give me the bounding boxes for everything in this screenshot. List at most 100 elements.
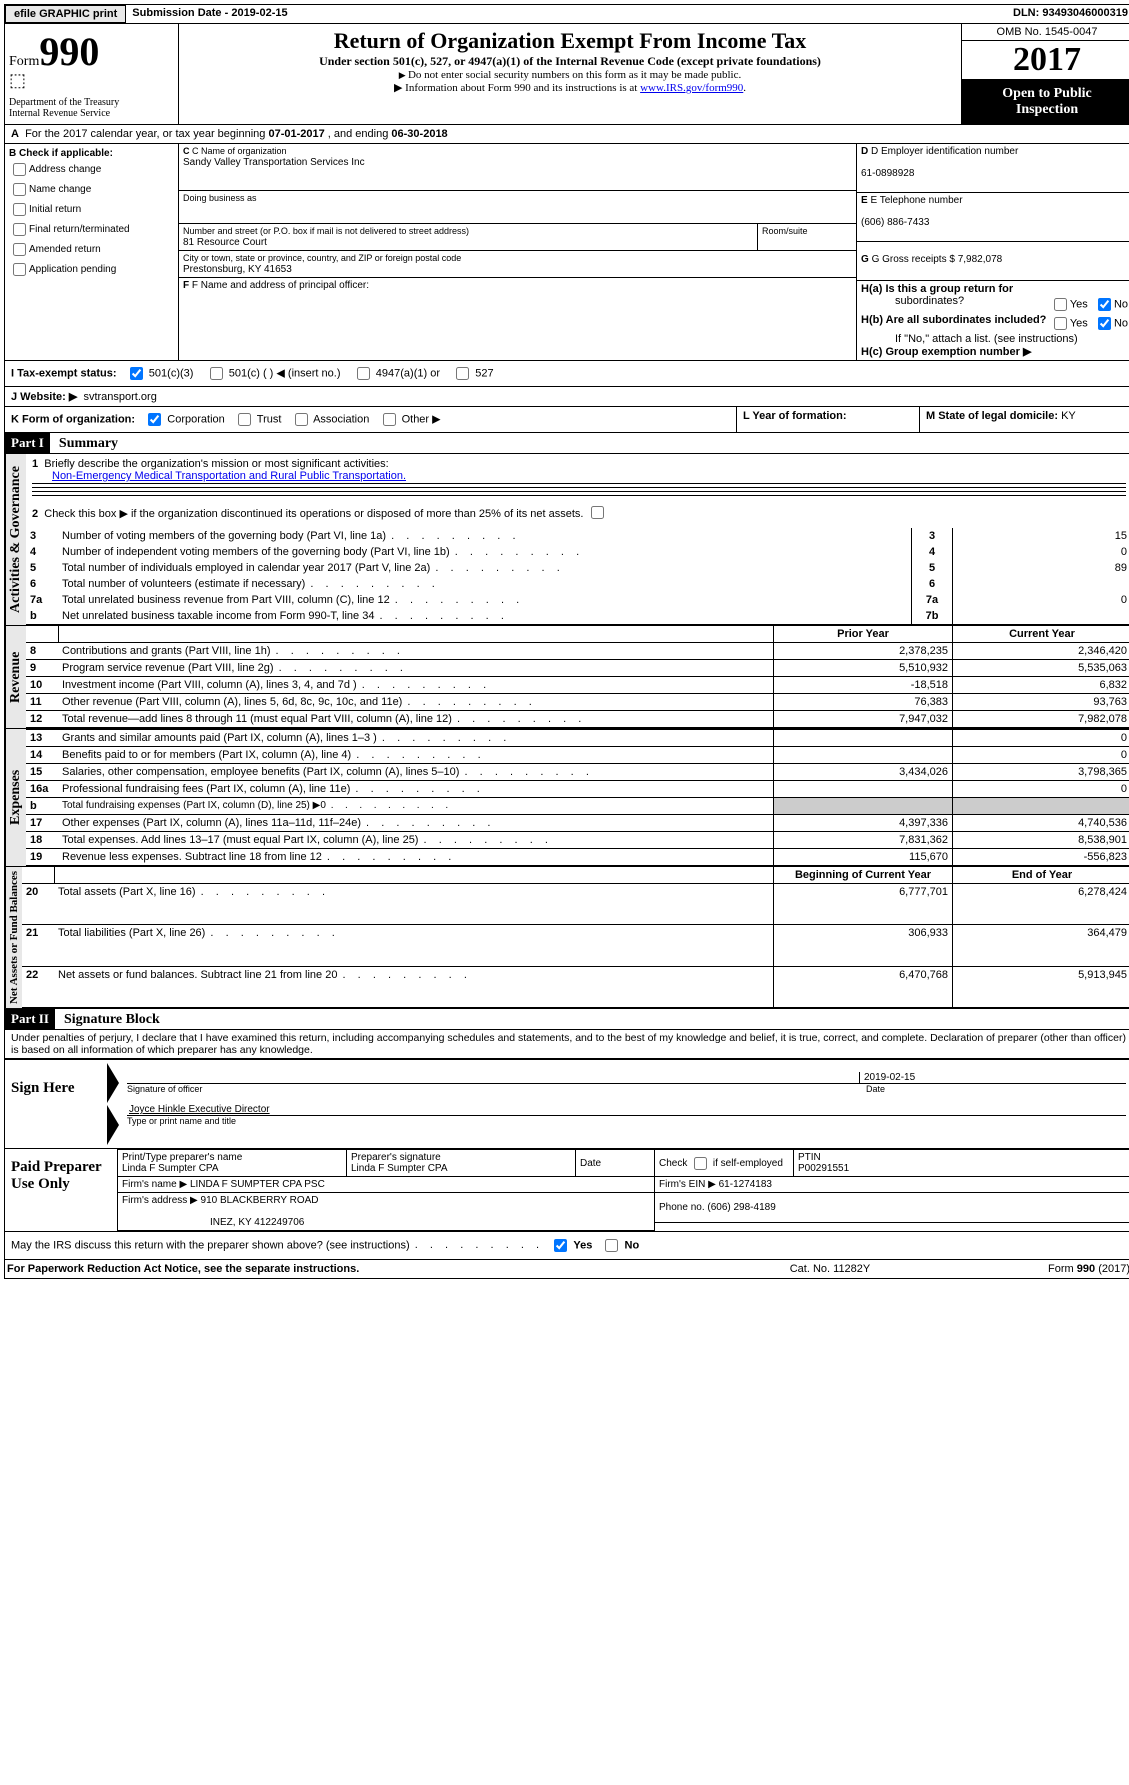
paid-preparer-label: Paid Preparer Use Only <box>5 1149 117 1231</box>
rev-row-11: 11 Other revenue (Part VIII, column (A),… <box>26 694 1129 711</box>
side-expenses: Expenses <box>5 729 26 866</box>
status-501c3[interactable] <box>130 367 143 380</box>
gov-row-4: 4 Number of independent voting members o… <box>26 544 1129 560</box>
org-corporation[interactable] <box>148 413 161 426</box>
net-row-21: 21 Total liabilities (Part X, line 26) 3… <box>22 925 1129 966</box>
officer-signature-line[interactable]: 2019-02-15 <box>127 1062 1126 1084</box>
gross-receipts-box: G G Gross receipts $ 7,982,078 <box>857 242 1129 281</box>
sign-here-label: Sign Here <box>5 1060 107 1148</box>
check-self-employed[interactable] <box>694 1157 707 1170</box>
discuss-yes[interactable] <box>554 1239 567 1252</box>
revenue-table: Prior Year Current Year 8 Contributions … <box>26 626 1129 728</box>
gov-row-7b: b Net unrelated business taxable income … <box>26 608 1129 625</box>
mission-text: Non-Emergency Medical Transportation and… <box>52 470 406 482</box>
rev-row-8: 8 Contributions and grants (Part VIII, l… <box>26 643 1129 660</box>
form-footer: For Paperwork Reduction Act Notice, see … <box>5 1260 1129 1278</box>
status-501c[interactable] <box>210 367 223 380</box>
perjury-statement: Under penalties of perjury, I declare th… <box>5 1030 1129 1059</box>
col-b-checkboxes: B Check if applicable: Address change Na… <box>5 144 179 360</box>
instructions-link[interactable]: www.IRS.gov/form990 <box>640 82 743 94</box>
officer-box: F F Name and address of principal office… <box>179 278 856 336</box>
form-number: 990 <box>39 29 99 74</box>
form-header: Form990 ⬚ Department of the Treasury Int… <box>5 24 1129 125</box>
gov-row-6: 6 Total number of volunteers (estimate i… <box>26 576 1129 592</box>
exp-row-17: 17 Other expenses (Part IX, column (A), … <box>26 815 1129 832</box>
org-association[interactable] <box>295 413 308 426</box>
part2-header: Part II Signature Block <box>5 1009 1129 1030</box>
col-d-right: D D Employer identification number 61-08… <box>857 144 1129 360</box>
rev-row-10: 10 Investment income (Part VIII, column … <box>26 677 1129 694</box>
topbar: efile GRAPHIC print Submission Date - 20… <box>5 5 1129 24</box>
exp-row-16a: 16a Professional fundraising fees (Part … <box>26 781 1129 798</box>
net-row-22: 22 Net assets or fund balances. Subtract… <box>22 966 1129 1007</box>
part1-revenue: Revenue Prior Year Current Year 8 Contri… <box>5 626 1129 729</box>
exp-row-14: 14 Benefits paid to or for members (Part… <box>26 747 1129 764</box>
check-initial-return[interactable]: Initial return <box>9 200 174 219</box>
form-title: Return of Organization Exempt From Incom… <box>189 28 951 54</box>
street-row: Number and street (or P.O. box if mail i… <box>179 224 856 251</box>
expenses-table: 13 Grants and similar amounts paid (Part… <box>26 729 1129 866</box>
form-title-block: Return of Organization Exempt From Incom… <box>179 24 961 124</box>
ha-yes[interactable] <box>1054 298 1067 311</box>
submission-date-label: Submission Date - 2019-02-15 <box>128 5 291 23</box>
form-subtitle: Under section 501(c), 527, or 4947(a)(1)… <box>189 54 951 69</box>
section-bcd: B Check if applicable: Address change Na… <box>5 144 1129 361</box>
officer-name-line: Joyce Hinkle Executive Director <box>127 1094 1126 1116</box>
omb-year-block: OMB No. 1545-0047 2017 Open to PublicIns… <box>961 24 1129 124</box>
h-group-return: H(a) Is this a group return for subordin… <box>857 281 1129 360</box>
efile-print-button[interactable]: efile GRAPHIC print <box>5 5 126 23</box>
ein-box: D D Employer identification number 61-08… <box>857 144 1129 193</box>
org-other[interactable] <box>383 413 396 426</box>
check-final-return[interactable]: Final return/terminated <box>9 220 174 239</box>
rev-row-9: 9 Program service revenue (Part VIII, li… <box>26 660 1129 677</box>
city-box: City or town, state or province, country… <box>179 251 856 278</box>
row-j: J Website: ▶ svtransport.org <box>5 387 1129 407</box>
check-address-change[interactable]: Address change <box>9 160 174 179</box>
exp-row-13: 13 Grants and similar amounts paid (Part… <box>26 730 1129 747</box>
org-trust[interactable] <box>238 413 251 426</box>
form-word: Form <box>9 54 39 69</box>
hb-yes[interactable] <box>1054 317 1067 330</box>
side-revenue: Revenue <box>5 626 26 728</box>
governance-table: 3 Number of voting members of the govern… <box>26 528 1129 625</box>
discuss-row: May the IRS discuss this return with the… <box>5 1232 1129 1260</box>
gov-row-3: 3 Number of voting members of the govern… <box>26 528 1129 544</box>
discuss-no[interactable] <box>605 1239 618 1252</box>
rev-row-12: 12 Total revenue—add lines 8 through 11 … <box>26 711 1129 728</box>
org-name-box: C C Name of organization Sandy Valley Tr… <box>179 144 856 191</box>
hb-no[interactable] <box>1098 317 1111 330</box>
status-4947[interactable] <box>357 367 370 380</box>
tax-year: 2017 <box>962 41 1129 80</box>
org-name: Sandy Valley Transportation Services Inc <box>183 157 365 168</box>
row-a-tax-year: A For the 2017 calendar year, or tax yea… <box>5 125 1129 144</box>
irs-label: Internal Revenue Service <box>9 108 174 119</box>
check-discontinued[interactable] <box>591 506 604 519</box>
col-c-org-info: C C Name of organization Sandy Valley Tr… <box>179 144 857 360</box>
exp-row-15: 15 Salaries, other compensation, employe… <box>26 764 1129 781</box>
part1-governance: Activities & Governance 1 Briefly descri… <box>5 454 1129 626</box>
cat-no: Cat. No. 11282Y <box>730 1263 930 1275</box>
part1-header: Part I Summary <box>5 433 1129 454</box>
omb-number: OMB No. 1545-0047 <box>962 24 1129 41</box>
sign-here-block: Sign Here 2019-02-15 Signature of office… <box>5 1059 1129 1149</box>
side-governance: Activities & Governance <box>5 454 26 625</box>
check-name-change[interactable]: Name change <box>9 180 174 199</box>
gov-row-5: 5 Total number of individuals employed i… <box>26 560 1129 576</box>
col-b-header: B Check if applicable: <box>9 148 113 159</box>
netassets-table: Beginning of Current Year End of Year 20… <box>22 867 1129 1008</box>
form-990: efile GRAPHIC print Submission Date - 20… <box>4 4 1129 1279</box>
paperwork-notice: For Paperwork Reduction Act Notice, see … <box>7 1263 730 1275</box>
check-amended-return[interactable]: Amended return <box>9 240 174 259</box>
row-klm: K Form of organization: Corporation Trus… <box>5 407 1129 433</box>
room-suite-box: Room/suite <box>758 224 856 251</box>
dba-box: Doing business as <box>179 191 856 224</box>
status-527[interactable] <box>456 367 469 380</box>
exp-row-19: 19 Revenue less expenses. Subtract line … <box>26 849 1129 866</box>
telephone-box: E E Telephone number (606) 886-7433 <box>857 193 1129 242</box>
exp-row-18: 18 Total expenses. Add lines 13–17 (must… <box>26 832 1129 849</box>
form-ref: Form 990 (2017) <box>930 1263 1129 1275</box>
website-value: svtransport.org <box>83 391 156 403</box>
check-application-pending[interactable]: Application pending <box>9 260 174 279</box>
net-row-20: 20 Total assets (Part X, line 16) 6,777,… <box>22 884 1129 925</box>
ha-no[interactable] <box>1098 298 1111 311</box>
